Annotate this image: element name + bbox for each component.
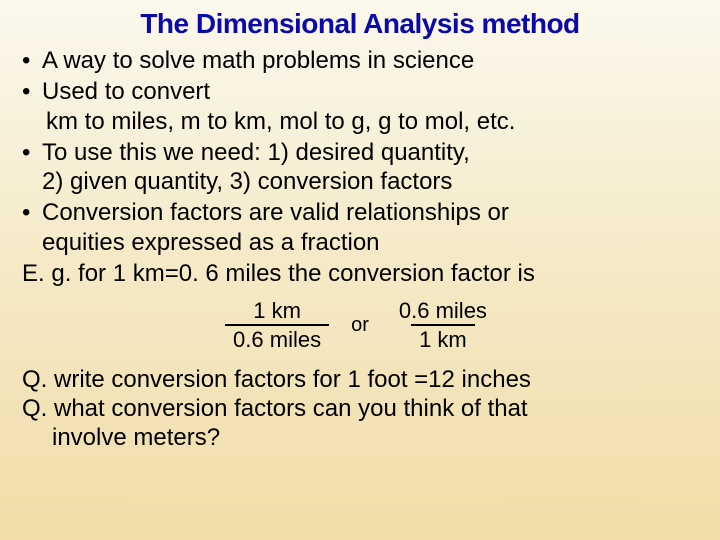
bullet-item: Used to convert km to miles, m to km, mo… xyxy=(42,77,700,136)
fraction-denominator: 1 km xyxy=(411,324,475,352)
slide-title: The Dimensional Analysis method xyxy=(20,8,700,40)
bullet-list: A way to solve math problems in science … xyxy=(20,46,700,257)
fraction-numerator: 1 km xyxy=(245,298,309,324)
fraction-left: 1 km 0.6 miles xyxy=(225,298,329,353)
example-line: E. g. for 1 km=0. 6 miles the conversion… xyxy=(20,259,700,288)
question-2-line1: Q. what conversion factors can you think… xyxy=(22,395,528,422)
or-separator: or xyxy=(351,314,369,337)
fraction-right: 0.6 miles 1 km xyxy=(391,298,495,353)
bullet-text-cont: km to miles, m to km, mol to g, g to mol… xyxy=(42,108,515,135)
bullet-text: Conversion factors are valid relationshi… xyxy=(42,199,509,226)
bullet-item: A way to solve math problems in science xyxy=(42,46,700,75)
bullet-item: Conversion factors are valid relationshi… xyxy=(42,198,700,257)
fraction-denominator: 0.6 miles xyxy=(225,324,329,352)
fraction-numerator: 0.6 miles xyxy=(391,298,495,324)
bullet-text-cont: equities expressed as a fraction xyxy=(42,229,380,256)
question-2-line2: involve meters? xyxy=(22,424,220,451)
bullet-text: Used to convert xyxy=(42,78,210,105)
bullet-text: To use this we need: 1) desired quantity… xyxy=(42,139,470,166)
question-1: Q. write conversion factors for 1 foot =… xyxy=(20,365,700,394)
bullet-text: A way to solve math problems in science xyxy=(42,47,474,74)
bullet-text-cont: 2) given quantity, 3) conversion factors xyxy=(42,168,452,195)
bullet-item: To use this we need: 1) desired quantity… xyxy=(42,138,700,197)
question-2: Q. what conversion factors can you think… xyxy=(20,394,700,453)
conversion-formula: 1 km 0.6 miles or 0.6 miles 1 km xyxy=(20,298,700,353)
slide-container: The Dimensional Analysis method A way to… xyxy=(0,0,720,540)
